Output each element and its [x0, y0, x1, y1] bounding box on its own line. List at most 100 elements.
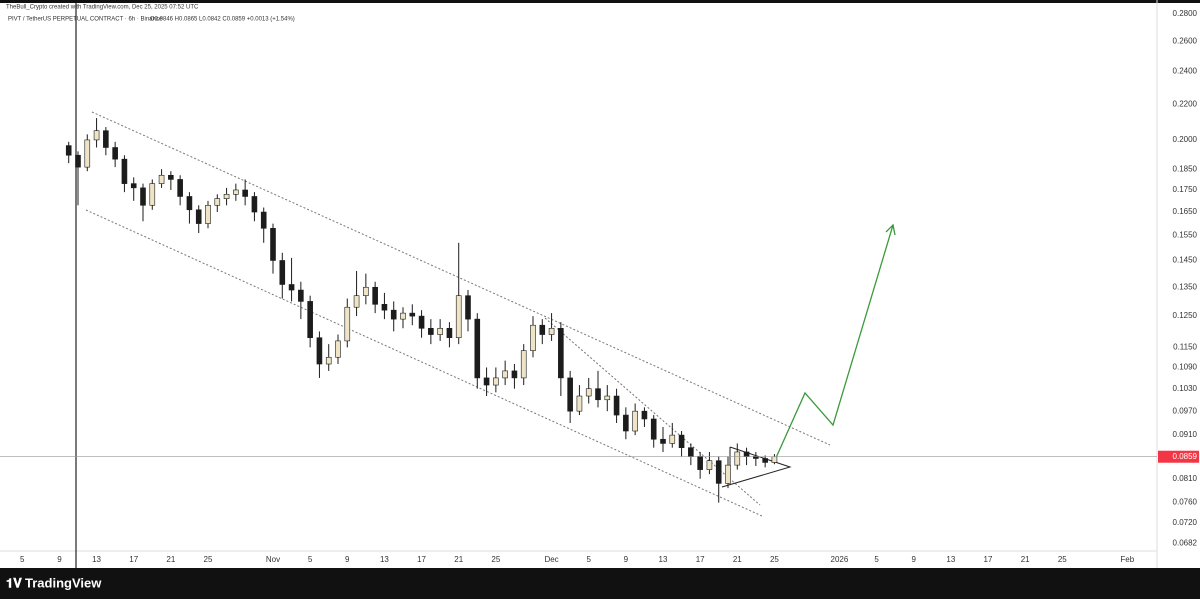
- y-tick-label: 0.1090: [1173, 363, 1198, 372]
- candle-body: [233, 189, 239, 195]
- candle-body: [84, 139, 91, 168]
- candle-body: [585, 388, 592, 397]
- y-tick-label: 0.2800: [1173, 9, 1198, 18]
- candle-body: [632, 410, 638, 432]
- x-tick-label: 5: [874, 555, 879, 564]
- y-tick-label: 0.0682: [1173, 538, 1198, 547]
- candle-body: [316, 337, 323, 365]
- y-tick-label: 0.2600: [1173, 37, 1198, 46]
- x-tick-label: 17: [696, 555, 705, 564]
- candle-body: [279, 260, 286, 285]
- x-tick-label: Nov: [266, 555, 280, 564]
- footer-bar: [0, 568, 1200, 599]
- candle-body: [734, 451, 741, 466]
- candle-body: [260, 211, 267, 229]
- y-tick-label: 0.1150: [1173, 342, 1197, 351]
- candle-body: [363, 286, 369, 296]
- y-tick-label: 0.1450: [1173, 256, 1198, 265]
- candle-body: [409, 312, 416, 317]
- candle-body: [650, 418, 657, 440]
- candle-body: [205, 204, 211, 224]
- x-tick-label: Dec: [544, 555, 558, 564]
- ohlc: O0.0846 H0.0865 L0.0842 C0.0859 +0.0013 …: [150, 17, 295, 23]
- candle-body: [725, 464, 731, 484]
- y-tick-label: 0.1250: [1173, 311, 1198, 320]
- x-tick-label: 25: [1058, 555, 1067, 564]
- y-tick-label: 0.0970: [1173, 406, 1198, 415]
- y-tick-label: 0.0760: [1173, 498, 1198, 507]
- channel-upper: [91, 111, 831, 446]
- y-tick-label: 0.2400: [1173, 67, 1198, 76]
- candle-body: [428, 328, 434, 335]
- y-tick-label: 0.0910: [1173, 430, 1198, 439]
- candle-body: [483, 377, 490, 386]
- candle-body: [140, 187, 146, 206]
- x-tick-label: 17: [129, 555, 138, 564]
- candle-body: [669, 434, 676, 444]
- candle-body: [688, 447, 694, 457]
- candle-body: [344, 306, 351, 342]
- candle-body: [697, 455, 703, 470]
- candle-body: [465, 295, 471, 320]
- candles: [65, 118, 778, 503]
- candle-body: [65, 145, 72, 156]
- candle-body: [130, 183, 137, 189]
- candle-body: [567, 377, 573, 412]
- candle-body: [604, 395, 611, 401]
- candle-body: [112, 147, 118, 160]
- candle-body: [270, 227, 276, 261]
- candle-body: [613, 395, 620, 416]
- y-tick-label: 0.1030: [1173, 384, 1198, 393]
- candle-body: [706, 460, 713, 470]
- y-tick-label: 0.0810: [1173, 474, 1198, 483]
- candle-body: [381, 304, 388, 311]
- candle-body: [576, 395, 583, 412]
- candle-body: [372, 286, 378, 305]
- x-tick-label: 13: [659, 555, 668, 564]
- x-tick-label: 25: [204, 555, 213, 564]
- x-tick-label: 13: [946, 555, 955, 564]
- logo-mark: 𝟏𝐕: [6, 575, 22, 590]
- candle-body: [158, 174, 165, 184]
- candle-body: [400, 312, 406, 320]
- candle-body: [558, 328, 564, 379]
- x-tick-label: 5: [308, 555, 313, 564]
- x-tick-label: 9: [624, 555, 629, 564]
- x-tick-label: 21: [1021, 555, 1030, 564]
- x-tick-label: 9: [57, 555, 62, 564]
- brand: TradingView: [25, 575, 102, 590]
- candle-body: [121, 158, 128, 184]
- x-tick-label: 9: [911, 555, 916, 564]
- y-tick-label: 0.2200: [1173, 99, 1198, 108]
- candle-body: [307, 301, 313, 339]
- y-tick-label: 0.1850: [1173, 164, 1198, 173]
- candle-body: [177, 179, 183, 197]
- candle-body: [298, 289, 304, 302]
- candle-body: [251, 196, 258, 213]
- x-tick-label: 17: [417, 555, 426, 564]
- candle-body: [474, 318, 481, 379]
- candle-body: [93, 130, 100, 141]
- candle-body: [288, 284, 295, 291]
- author-line: TheBull_Crypto created with TradingView.…: [6, 5, 199, 11]
- candle-body: [660, 438, 666, 444]
- y-tick-label: 0.1550: [1173, 231, 1198, 240]
- y-tick-label: 0.1750: [1173, 185, 1198, 194]
- candle-body: [214, 198, 221, 206]
- last-price-box: [1158, 450, 1199, 463]
- candle-body: [242, 189, 248, 197]
- candle-body: [715, 460, 722, 484]
- triangle: [721, 446, 792, 488]
- candle-body: [195, 209, 202, 224]
- x-tick-label: 25: [491, 555, 500, 564]
- candle-body: [595, 388, 601, 401]
- x-tick-label: 5: [586, 555, 591, 564]
- candle-body: [437, 328, 443, 335]
- x-tick-label: 17: [984, 555, 993, 564]
- candle-body: [548, 328, 555, 335]
- candle-body: [771, 456, 778, 463]
- projection-path: [774, 224, 894, 461]
- projection-arrowhead: [885, 223, 896, 236]
